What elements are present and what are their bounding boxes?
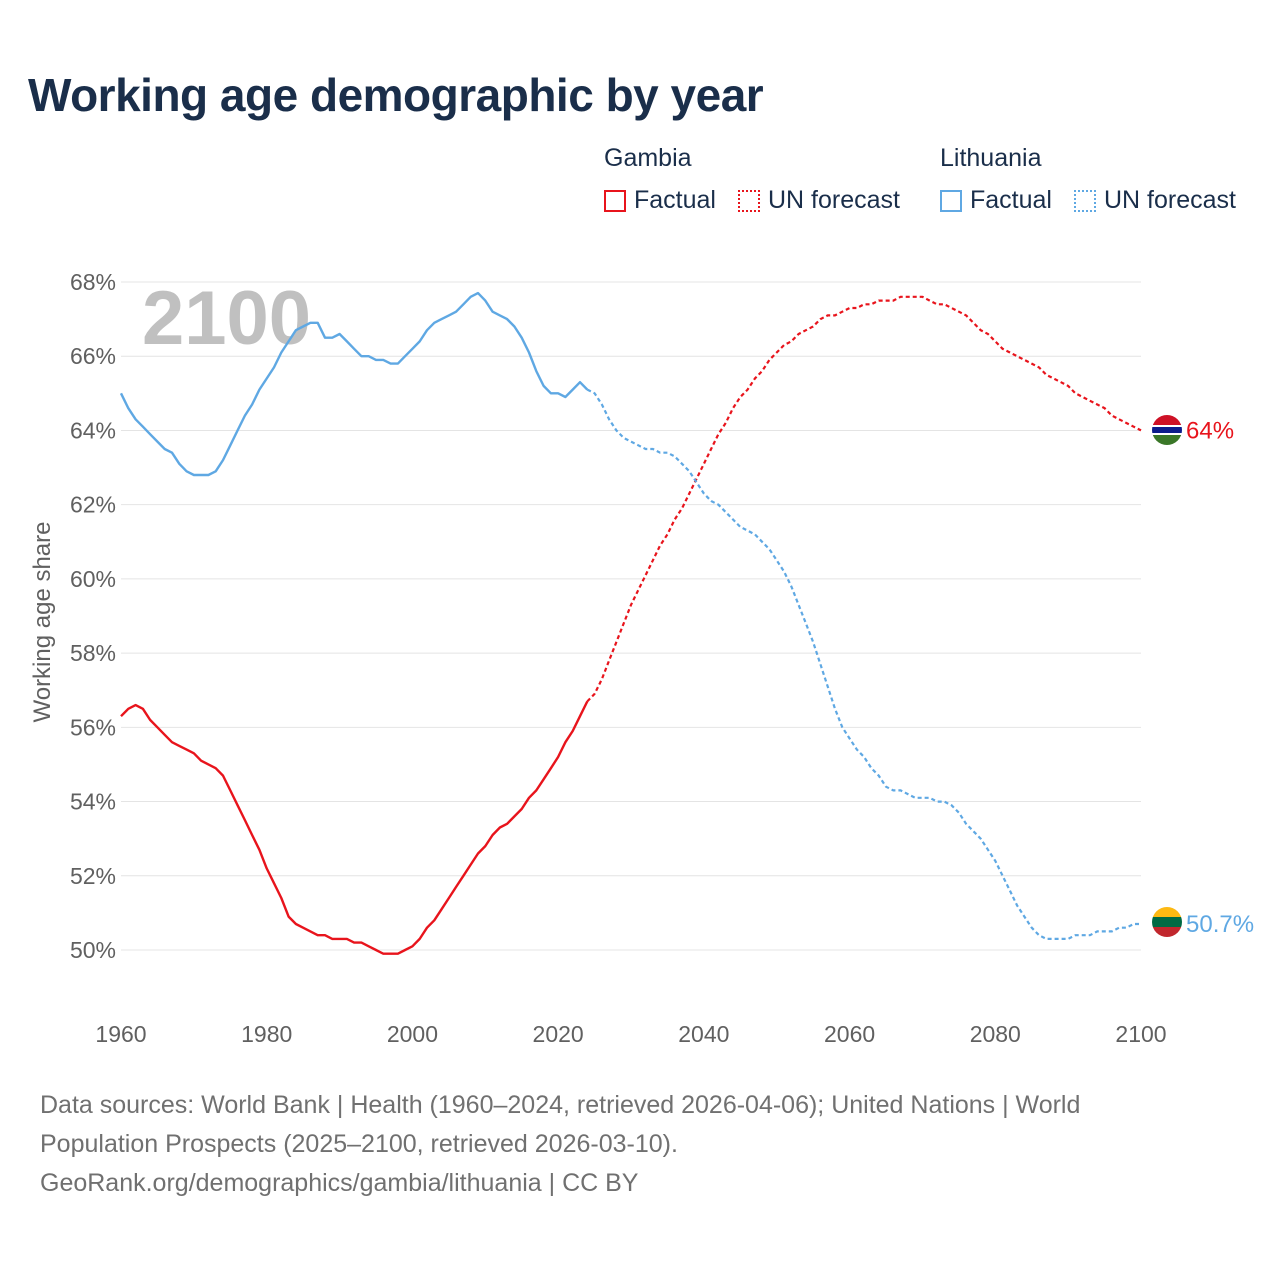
legend-label: UN forecast [1104, 186, 1236, 214]
legend-group-name: Lithuania [940, 144, 1042, 172]
legend-label: UN forecast [768, 186, 900, 214]
dotted-line-swatch-icon [738, 189, 760, 212]
lithuania-factual-line [119, 291, 589, 477]
solid-line-swatch-icon [604, 189, 626, 212]
gambia-end-label: 64% [1186, 417, 1234, 444]
flag-markers [1152, 415, 1182, 937]
x-tick-label: 1960 [95, 1021, 146, 1047]
dotted-line-swatch-icon [1074, 189, 1096, 212]
x-tick-label: 2060 [824, 1021, 875, 1047]
legend-entry-lithuania-forecast[interactable]: UN forecast [1074, 186, 1236, 215]
x-tick-label: 2080 [970, 1021, 1021, 1047]
x-tick-label: 2040 [678, 1021, 729, 1047]
legend-label: Factual [634, 186, 716, 214]
x-tick-label: 2000 [387, 1021, 438, 1047]
gambia-flag-icon [1152, 415, 1182, 445]
y-tick-label: 68% [70, 269, 116, 295]
line-chart: 2100 50% 52% 54% 56% 58% 60% 62% 64% 66% 68% 1960 1… [29, 269, 1254, 1047]
x-tick-label: 2020 [533, 1021, 584, 1047]
solid-line-swatch-icon [940, 189, 962, 212]
y-tick-label: 58% [70, 640, 116, 666]
x-tick-label: 1980 [241, 1021, 292, 1047]
legend-entry-lithuania-factual[interactable]: Factual [940, 186, 1052, 215]
y-tick-label: 60% [70, 566, 116, 592]
lithuania-flag-icon [1152, 907, 1182, 937]
y-tick-label: 56% [70, 714, 116, 740]
page-title: Working age demographic by year [28, 69, 764, 121]
series-lines: 64% 50.7% [119, 291, 1254, 955]
legend-entry-gambia-factual[interactable]: Factual [604, 186, 716, 215]
y-tick-label: 54% [70, 789, 116, 815]
legend-entry-gambia-forecast[interactable]: UN forecast [738, 186, 900, 215]
y-tick-label: 66% [70, 343, 116, 369]
year-watermark: 2100 [142, 276, 311, 361]
y-axis-title: Working age share [29, 522, 56, 723]
lithuania-end-label: 50.7% [1186, 911, 1254, 938]
gambia-forecast-line [586, 295, 1142, 703]
legend-label: Factual [970, 186, 1052, 214]
y-tick-label: 50% [70, 937, 116, 963]
footer: Data sources: World Bank | Health (1960–… [40, 1086, 1180, 1203]
y-tick-label: 64% [70, 417, 116, 443]
lithuania-forecast-line [586, 388, 1141, 940]
x-tick-label: 2100 [1115, 1021, 1166, 1047]
data-sources: Data sources: World Bank | Health (1960–… [40, 1091, 1081, 1158]
gambia-factual-line [120, 700, 589, 955]
y-tick-label: 52% [70, 863, 116, 889]
credit-line: GeoRank.org/demographics/gambia/lithuani… [40, 1169, 639, 1197]
y-tick-label: 62% [70, 492, 116, 518]
legend-group-name: Gambia [604, 144, 692, 172]
grid-lines [121, 281, 1141, 951]
axes: 50% 52% 54% 56% 58% 60% 62% 64% 66% 68% 1960 1980 20… [70, 269, 1167, 1047]
